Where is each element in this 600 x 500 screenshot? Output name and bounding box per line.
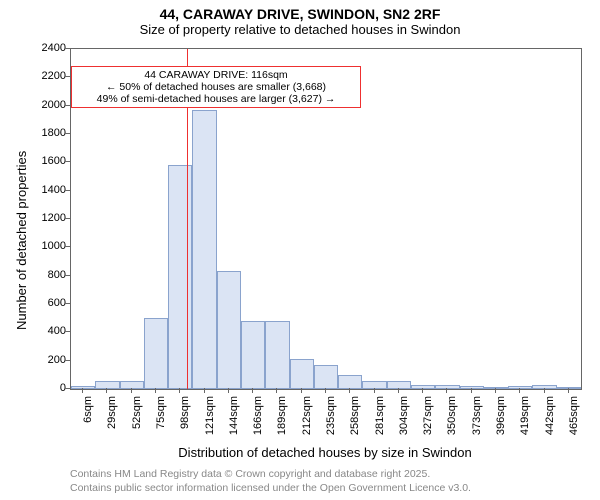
- y-tick: [65, 388, 70, 389]
- histogram-bar: [144, 318, 168, 389]
- y-tick-label: 1600: [0, 155, 66, 167]
- credits-line-2: Contains public sector information licen…: [70, 482, 471, 494]
- y-tick-label: 2000: [0, 99, 66, 111]
- plot-area: 44 CARAWAY DRIVE: 116sqm← 50% of detache…: [70, 48, 582, 390]
- x-tick-label: 144sqm: [228, 396, 240, 446]
- histogram-bar: [557, 387, 581, 389]
- x-tick-label: 235sqm: [325, 396, 337, 446]
- x-tick: [131, 388, 132, 393]
- histogram-bar: [387, 381, 411, 390]
- y-tick-label: 1200: [0, 212, 66, 224]
- histogram-bar: [411, 385, 435, 389]
- y-tick-label: 0: [0, 382, 66, 394]
- chart-container: 44, CARAWAY DRIVE, SWINDON, SN2 2RF Size…: [0, 0, 600, 500]
- x-tick-label: 327sqm: [422, 396, 434, 446]
- x-tick-label: 189sqm: [276, 396, 288, 446]
- x-tick-label: 166sqm: [252, 396, 264, 446]
- x-tick: [422, 388, 423, 393]
- x-tick: [325, 388, 326, 393]
- x-tick-label: 281sqm: [374, 396, 386, 446]
- histogram-bar: [435, 385, 459, 389]
- histogram-bar: [71, 386, 95, 389]
- histogram-bar: [508, 386, 532, 389]
- y-tick-label: 800: [0, 269, 66, 281]
- x-tick-label: 121sqm: [204, 396, 216, 446]
- x-tick: [82, 388, 83, 393]
- y-tick-label: 200: [0, 354, 66, 366]
- x-tick: [179, 388, 180, 393]
- histogram-bar: [532, 385, 556, 389]
- y-tick: [65, 246, 70, 247]
- y-tick-label: 400: [0, 325, 66, 337]
- y-tick: [65, 161, 70, 162]
- y-tick: [65, 133, 70, 134]
- x-tick: [374, 388, 375, 393]
- x-tick: [471, 388, 472, 393]
- y-tick-label: 600: [0, 297, 66, 309]
- x-tick: [446, 388, 447, 393]
- y-tick-label: 2200: [0, 70, 66, 82]
- y-tick-label: 1800: [0, 127, 66, 139]
- x-tick: [568, 388, 569, 393]
- x-tick-label: 304sqm: [398, 396, 410, 446]
- annotation-line: 44 CARAWAY DRIVE: 116sqm: [76, 69, 356, 81]
- y-tick: [65, 48, 70, 49]
- x-tick-label: 465sqm: [568, 396, 580, 446]
- chart-title: 44, CARAWAY DRIVE, SWINDON, SN2 2RF: [0, 0, 600, 22]
- x-tick-label: 258sqm: [349, 396, 361, 446]
- x-tick-label: 442sqm: [544, 396, 556, 446]
- x-tick-label: 29sqm: [106, 396, 118, 446]
- y-tick: [65, 303, 70, 304]
- y-tick: [65, 360, 70, 361]
- x-tick-label: 212sqm: [301, 396, 313, 446]
- histogram-bar: [217, 271, 241, 389]
- x-tick: [155, 388, 156, 393]
- histogram-bar: [168, 165, 192, 389]
- x-tick: [495, 388, 496, 393]
- y-tick: [65, 275, 70, 276]
- x-tick-label: 52sqm: [131, 396, 143, 446]
- y-tick-label: 1400: [0, 184, 66, 196]
- x-axis-label: Distribution of detached houses by size …: [70, 445, 580, 460]
- x-tick: [519, 388, 520, 393]
- x-tick: [276, 388, 277, 393]
- x-tick: [228, 388, 229, 393]
- y-tick: [65, 190, 70, 191]
- x-tick: [349, 388, 350, 393]
- x-tick-label: 75sqm: [155, 396, 167, 446]
- credits-line-1: Contains HM Land Registry data © Crown c…: [70, 468, 430, 480]
- histogram-bar: [314, 365, 338, 389]
- x-tick-label: 373sqm: [471, 396, 483, 446]
- annotation-line: 49% of semi-detached houses are larger (…: [76, 93, 356, 105]
- x-tick: [544, 388, 545, 393]
- chart-subtitle: Size of property relative to detached ho…: [0, 22, 600, 41]
- histogram-bar: [120, 381, 144, 390]
- histogram-bar: [192, 110, 216, 389]
- x-tick: [204, 388, 205, 393]
- histogram-bar: [362, 381, 386, 390]
- y-tick-label: 1000: [0, 240, 66, 252]
- x-tick-label: 6sqm: [82, 396, 94, 446]
- annotation-line: ← 50% of detached houses are smaller (3,…: [76, 81, 356, 93]
- histogram-bar: [460, 386, 484, 389]
- y-tick: [65, 76, 70, 77]
- histogram-bar: [241, 321, 265, 389]
- y-tick-label: 2400: [0, 42, 66, 54]
- x-tick-label: 98sqm: [179, 396, 191, 446]
- x-tick: [398, 388, 399, 393]
- histogram-bar: [290, 359, 314, 389]
- y-tick: [65, 218, 70, 219]
- y-tick: [65, 331, 70, 332]
- histogram-bar: [265, 321, 289, 389]
- histogram-bar: [95, 381, 119, 390]
- histogram-bar: [338, 375, 362, 389]
- x-tick-label: 396sqm: [495, 396, 507, 446]
- annotation-box: 44 CARAWAY DRIVE: 116sqm← 50% of detache…: [71, 66, 361, 108]
- y-tick: [65, 105, 70, 106]
- x-tick: [301, 388, 302, 393]
- x-tick-label: 419sqm: [519, 396, 531, 446]
- x-tick: [106, 388, 107, 393]
- x-tick: [252, 388, 253, 393]
- x-tick-label: 350sqm: [446, 396, 458, 446]
